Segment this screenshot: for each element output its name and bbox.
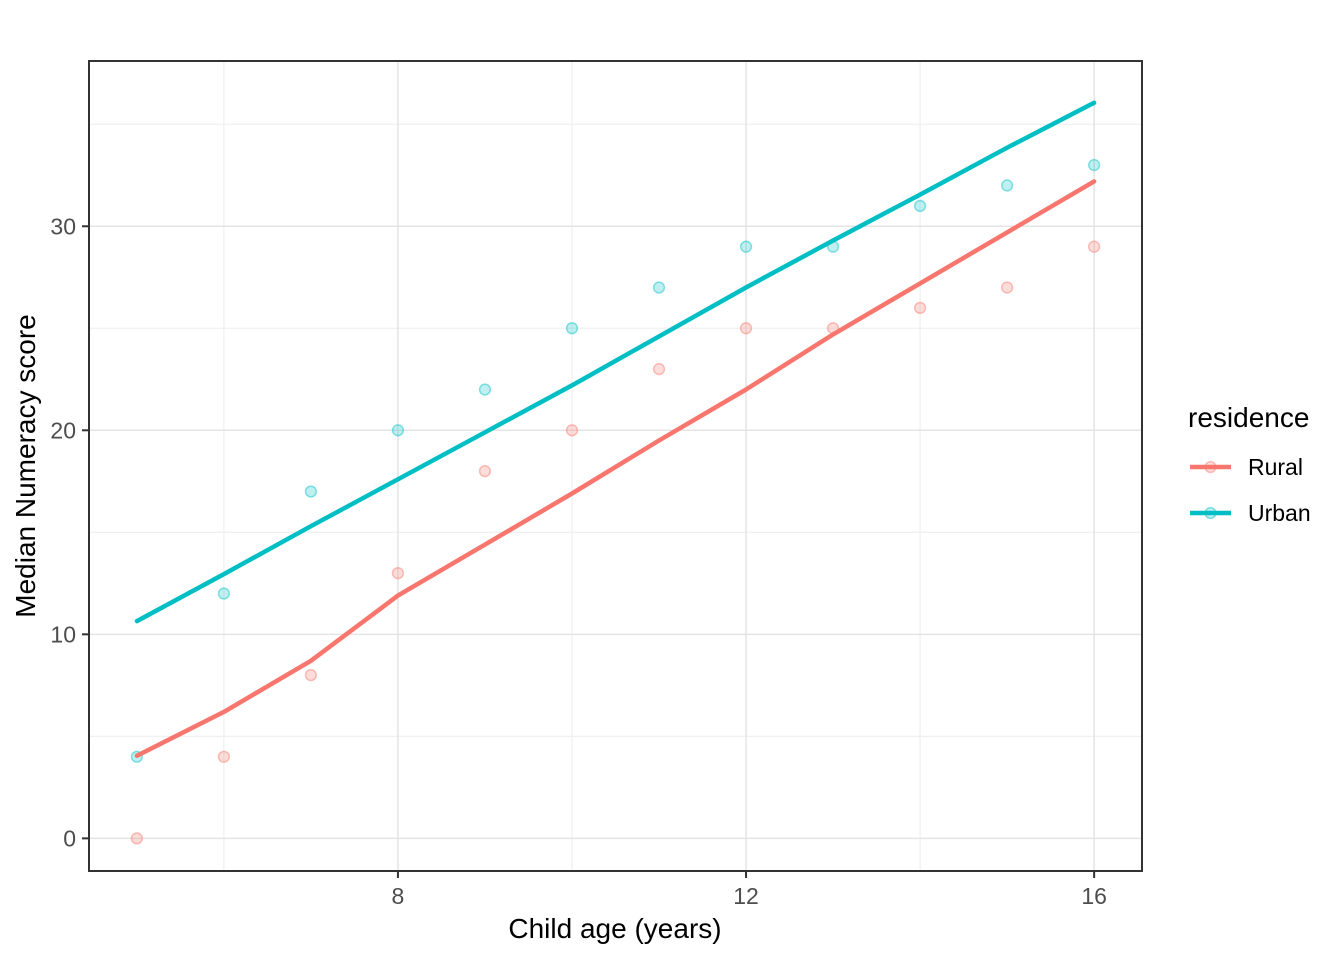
x-axis-title: Child age (years) [508, 913, 721, 944]
data-point-rural-age-7 [304, 668, 318, 682]
legend-entry-rural: Rural [1190, 454, 1303, 480]
legend-title: residence [1188, 402, 1309, 433]
major-gridlines [89, 61, 1142, 871]
data-point-rural-age-14 [913, 301, 927, 315]
rural-key-point-icon [1204, 460, 1217, 474]
data-point-urban-age-14 [913, 199, 927, 213]
data-point-urban-age-10 [565, 322, 579, 335]
x-tick-label-12: 12 [733, 883, 759, 909]
legend-entry-urban: Urban [1190, 500, 1311, 526]
panel-border [88, 60, 1143, 872]
legend-label-urban: Urban [1248, 500, 1311, 526]
data-point-rural-age-12 [739, 322, 753, 335]
smooth-line-rural [134, 179, 1097, 758]
data-point-rural-age-15 [1000, 281, 1014, 294]
y-axis-tick-labels: 0 10 20 30 [50, 213, 76, 851]
y-tick-label-10: 10 [50, 621, 76, 647]
data-point-urban-age-12 [739, 240, 753, 253]
x-axis-tick-labels: 8 12 16 [392, 883, 1107, 909]
x-tick-label-16: 16 [1081, 883, 1107, 909]
data-point-rural-age-5 [130, 832, 144, 845]
data-point-rural-age-10 [565, 424, 579, 437]
y-axis-ticks [82, 225, 89, 840]
data-point-urban-age-7 [304, 485, 318, 498]
data-point-urban-age-16 [1087, 158, 1101, 172]
data-point-urban-age-15 [1000, 179, 1014, 192]
legend: residence Rural Urban [1188, 402, 1311, 526]
y-tick-label-0: 0 [63, 825, 76, 851]
data-point-rural-age-11 [652, 362, 666, 376]
x-tick-label-8: 8 [392, 883, 405, 909]
data-point-urban-age-8 [391, 424, 405, 437]
data-point-urban-age-6 [217, 587, 231, 600]
x-axis-ticks [396, 871, 1096, 878]
smooth-lines [134, 100, 1097, 758]
legend-label-rural: Rural [1248, 454, 1303, 480]
data-point-rural-age-8 [391, 566, 405, 580]
data-point-rural-age-9 [478, 464, 492, 478]
data-point-rural-age-16 [1087, 240, 1101, 253]
y-axis-title: Median Numeracy score [10, 314, 41, 617]
y-tick-label-30: 30 [50, 213, 76, 239]
urban-key-point-icon [1204, 506, 1217, 520]
data-points [130, 158, 1101, 845]
smooth-line-urban [134, 100, 1097, 624]
data-point-rural-age-6 [217, 750, 231, 763]
y-tick-label-20: 20 [50, 417, 76, 443]
data-point-urban-age-11 [652, 281, 666, 294]
data-point-urban-age-9 [478, 383, 492, 396]
